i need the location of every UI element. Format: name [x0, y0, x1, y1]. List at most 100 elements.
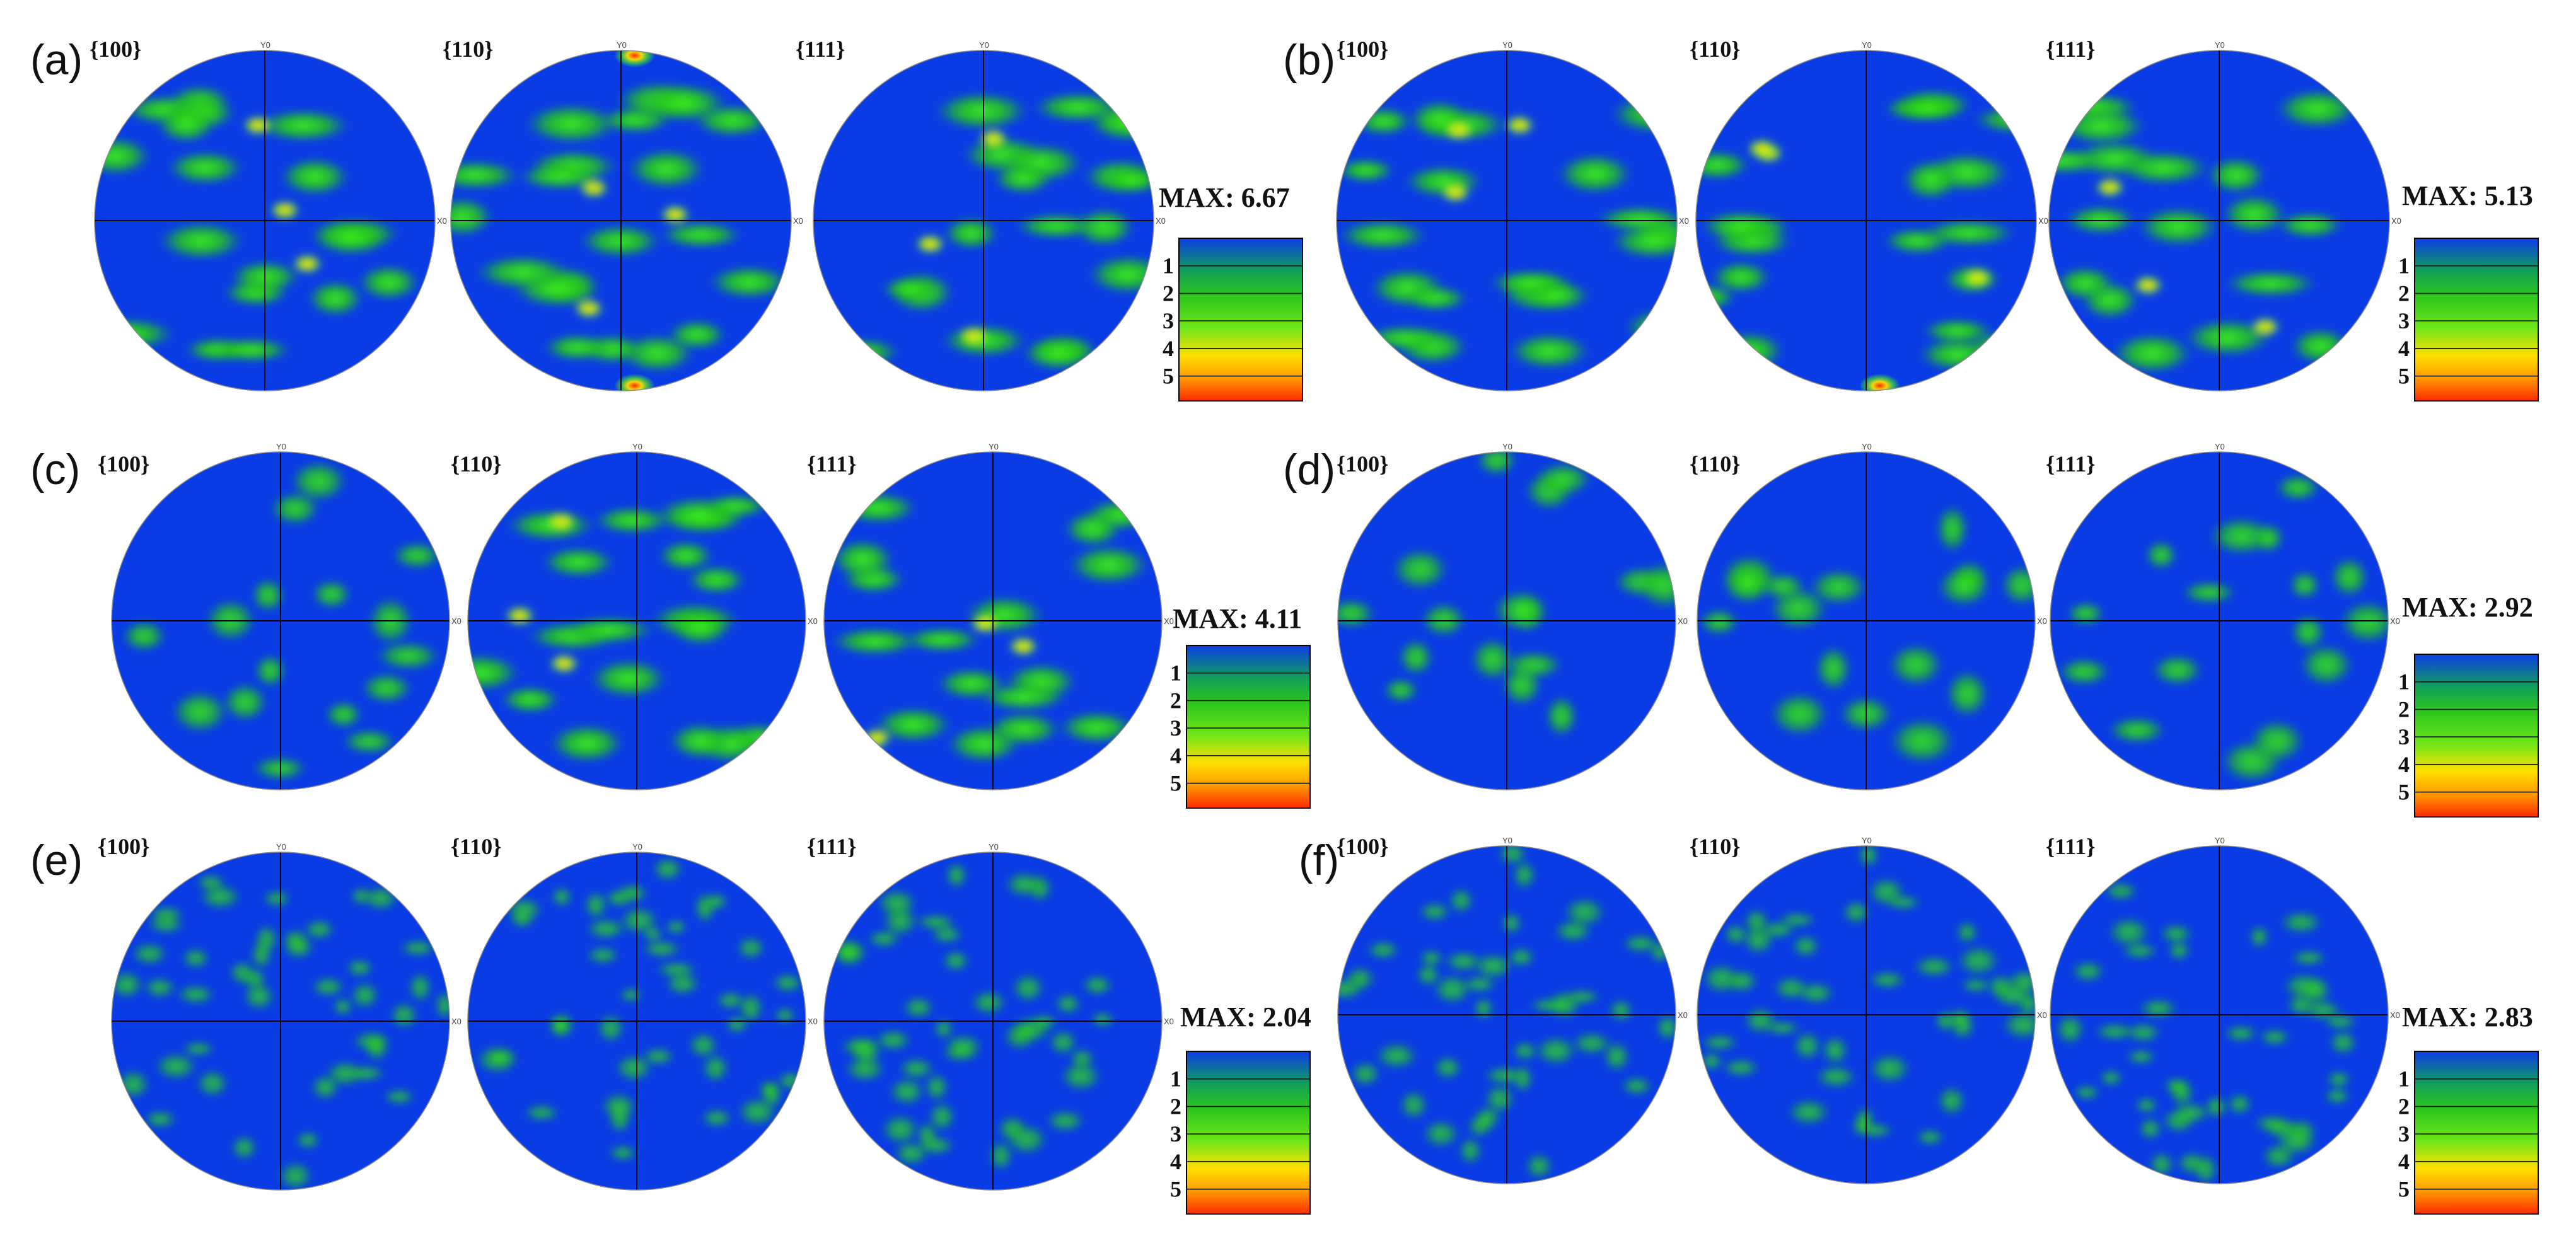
intensity-blob	[252, 756, 307, 780]
intensity-blob	[1493, 589, 1549, 632]
intensity-blob	[1045, 1109, 1085, 1132]
axis-label-y0: Y0	[2215, 40, 2225, 50]
pole-figure-outline	[94, 50, 436, 391]
intensity-blob	[1398, 638, 1434, 676]
intensity-peak	[292, 253, 323, 274]
intensity-blob	[1711, 261, 1771, 294]
plane-label-110: {110}	[1690, 37, 1740, 62]
intensity-blob	[451, 160, 520, 190]
intensity-blob	[311, 976, 345, 997]
axis-label-x0: X0	[2037, 616, 2047, 626]
intensity-blob	[584, 891, 608, 920]
scale-tick-label: 2	[2398, 280, 2410, 306]
axis-label-y0: Y0	[260, 40, 270, 50]
intensity-blob	[2135, 1097, 2159, 1114]
pole-figure-outline	[1336, 50, 1678, 391]
intensity-blob	[1004, 871, 1045, 898]
intensity-blob	[1957, 945, 2000, 976]
intensity-blob	[408, 971, 432, 1003]
intensity-blob	[615, 1053, 653, 1082]
max-label: MAX: 4.11	[1173, 603, 1302, 634]
intensity-blob	[986, 712, 1061, 746]
scale-tick-label: 2	[2398, 1094, 2410, 1119]
max-label: MAX: 6.67	[1159, 182, 1290, 213]
intensity-blob	[2071, 961, 2106, 983]
intensity-blob	[1888, 643, 1943, 687]
intensity-blob	[1064, 511, 1122, 547]
intensity-peak	[578, 178, 610, 199]
intensity-blob	[627, 149, 705, 189]
axis-label-x0: X0	[2390, 616, 2400, 626]
pole-figure-outline	[1695, 50, 2037, 391]
intensity-blob	[1422, 1119, 1460, 1148]
intensity-blob	[593, 506, 671, 534]
intensity-blob	[2249, 925, 2270, 949]
intensity-blob	[586, 946, 620, 964]
axis-label-x0: X0	[2038, 216, 2048, 226]
scale-tick-label: 4	[2398, 752, 2410, 777]
scale-tick-label: 2	[1170, 1094, 1181, 1119]
intensity-blob	[1603, 1041, 1631, 1073]
intensity-blob	[902, 996, 935, 1019]
axis-label-x0: X0	[451, 1017, 461, 1026]
pole-figure-outline	[1337, 451, 1676, 790]
intensity-peak	[1007, 636, 1039, 657]
intensity-blob	[1504, 650, 1563, 679]
intensity-blob	[1432, 974, 1472, 1005]
intensity-blob	[1512, 860, 1536, 890]
intensity-blob	[1696, 284, 1736, 311]
intensity-blob	[2223, 1024, 2258, 1043]
intensity-blob	[181, 1041, 216, 1056]
intensity-blob	[724, 1015, 749, 1034]
intensity-blob	[1698, 608, 1739, 636]
intensity-blob	[761, 1080, 783, 1109]
axis-label-y0: Y0	[1502, 40, 1512, 50]
intensity-blob	[2072, 1084, 2101, 1101]
intensity-blob	[1512, 1041, 1538, 1061]
intensity-blob	[2275, 1128, 2318, 1156]
panel-b: (b) {100} {110} {111} Y0 X0 Y0 X0 Y0 X0 MAX…	[1283, 36, 2539, 402]
intensity-blob	[1488, 270, 1572, 296]
intensity-blob	[350, 981, 380, 1010]
intensity-blob	[924, 1072, 949, 1102]
intensity-blob	[2117, 151, 2210, 185]
axis-label-x0: X0	[1156, 216, 1166, 226]
intensity-blob	[2299, 644, 2353, 687]
intensity-blob	[1770, 691, 1829, 737]
pole-figure-111: Y0 X0	[823, 842, 1174, 1191]
panel-d: (d) {100} {110} {111} Y0 X0 Y0 X0 Y0 X0 MAX…	[1283, 442, 2539, 818]
intensity-blob	[1902, 159, 1959, 200]
intensity-peak	[1443, 120, 1475, 141]
intensity-blob	[156, 106, 216, 144]
pole-figure-111: Y0 X0	[2050, 836, 2400, 1184]
intensity-blob	[325, 700, 363, 729]
intensity-blob	[295, 1131, 321, 1150]
intensity-blob	[158, 222, 245, 260]
intensity-blob	[1610, 94, 1677, 134]
intensity-blob	[199, 884, 241, 910]
axis-label-y0: Y0	[979, 40, 989, 50]
intensity-blob	[475, 255, 571, 289]
intensity-blob	[933, 1018, 954, 1039]
plane-label-100: {100}	[1337, 834, 1388, 859]
axis-label-x0: X0	[1164, 616, 1174, 626]
intensity-blob	[1525, 1152, 1553, 1180]
intensity-blob	[619, 906, 659, 935]
intensity-blob	[468, 654, 520, 691]
pole-figure-outline	[2050, 845, 2389, 1184]
intensity-blob	[551, 886, 573, 908]
intensity-blob	[434, 990, 450, 1020]
intensity-blob	[1913, 956, 1955, 978]
intensity-blob	[831, 539, 895, 580]
intensity-blob	[311, 220, 391, 256]
intensity-blob	[1419, 901, 1451, 922]
scale-tick-label: 5	[2398, 1177, 2410, 1202]
intensity-blob	[670, 608, 731, 646]
intensity-max	[614, 50, 655, 67]
intensity-blob	[2253, 1114, 2292, 1133]
intensity-blob	[1563, 897, 1606, 927]
intensity-blob	[2275, 474, 2321, 502]
intensity-blob	[1700, 211, 1778, 242]
